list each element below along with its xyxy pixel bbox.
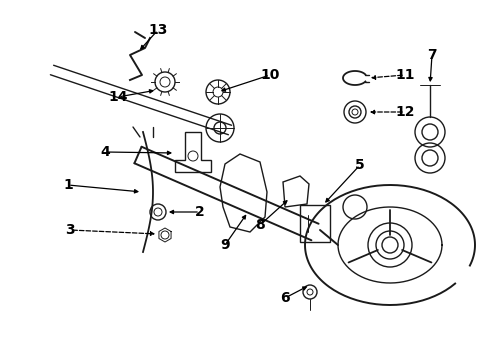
Text: 4: 4 [100,145,110,159]
Text: 8: 8 [255,218,265,232]
Text: 3: 3 [65,223,75,237]
Text: 14: 14 [108,90,128,104]
Text: 6: 6 [280,291,290,305]
Text: 2: 2 [195,205,205,219]
Text: 11: 11 [395,68,415,82]
Text: 13: 13 [148,23,168,37]
Text: 1: 1 [63,178,73,192]
Text: 12: 12 [395,105,415,119]
Text: 9: 9 [220,238,230,252]
Text: 10: 10 [260,68,280,82]
Text: 7: 7 [427,48,437,62]
Text: 5: 5 [355,158,365,172]
